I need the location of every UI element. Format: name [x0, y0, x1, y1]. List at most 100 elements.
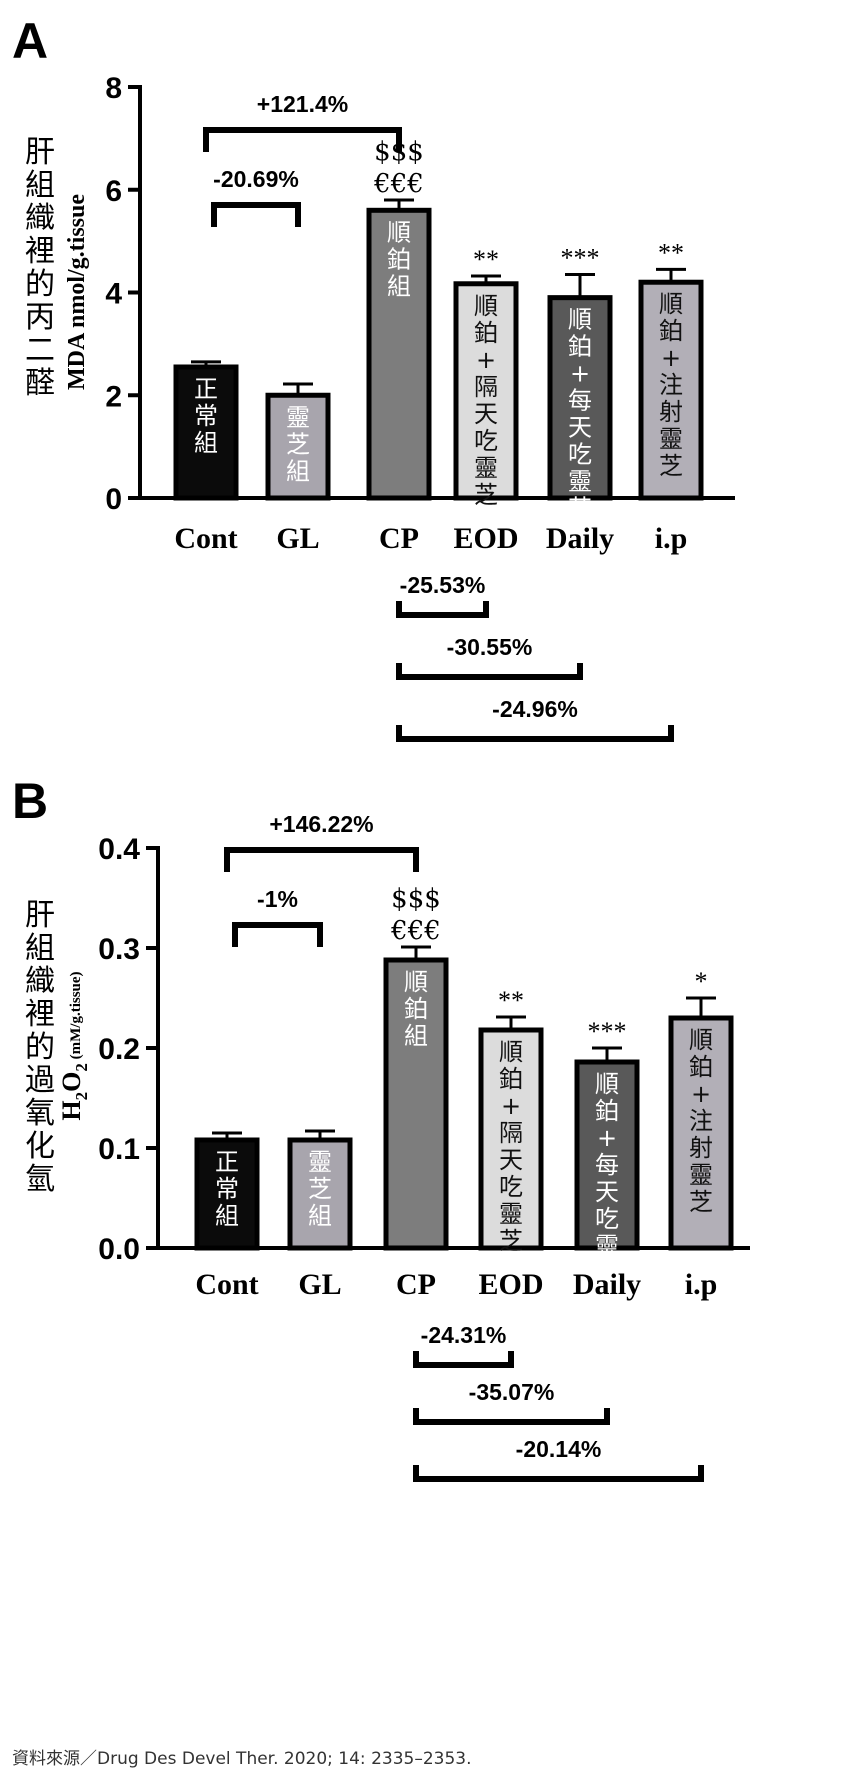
bar-label: 順鉑組	[404, 968, 428, 1050]
bar-label-char: 天	[474, 400, 498, 428]
bar-label-char: 組	[215, 1202, 239, 1230]
y-tick-label: 0	[105, 483, 122, 516]
x-category-label: GL	[276, 522, 319, 555]
x-category-label: GL	[298, 1268, 341, 1301]
y-tick-label: 6	[105, 175, 122, 208]
bar-label-char: 吃	[474, 427, 498, 455]
side-label-char: 二	[25, 333, 55, 368]
bar-label: 順鉑組	[387, 218, 411, 300]
side-label-char: 化	[25, 1129, 55, 1164]
x-category-label: EOD	[453, 522, 518, 555]
side-label-char: 組	[25, 168, 55, 203]
bar-label-char: 正	[215, 1148, 239, 1176]
bar-label-char: 隔	[474, 373, 498, 401]
bar-label-char: 鉑	[474, 319, 498, 347]
y-axis-title-part: O	[57, 1072, 86, 1092]
comparison-label-below: -35.07%	[469, 1379, 555, 1405]
x-category-label: Daily	[573, 1268, 641, 1301]
bar-label-char: 芝	[568, 495, 592, 523]
comparison-label: -20.69%	[213, 166, 299, 192]
bar-label: 正常組	[194, 375, 218, 457]
bar-label-char: 芝	[659, 452, 683, 480]
y-axis-title-part: 2	[72, 1092, 91, 1101]
comparison-bracket-below	[413, 1408, 610, 1425]
y-tick-label: 8	[105, 72, 122, 105]
comparison-label-below: -24.96%	[492, 696, 578, 722]
bar-label-char: 天	[499, 1146, 523, 1174]
y-tick-label: 0.3	[98, 933, 140, 966]
side-label-char: 肝	[25, 898, 55, 933]
bar-label-char: 吃	[499, 1173, 523, 1201]
comparison-label-below: -20.14%	[516, 1436, 602, 1462]
side-label-char: 的	[25, 1030, 55, 1065]
bar-label-char: 順	[404, 968, 428, 996]
bar-label-char: 順	[474, 292, 498, 320]
side-label-char: 織	[25, 201, 55, 236]
y-tick-label: 0.0	[98, 1233, 140, 1266]
bar-label-char: 靈	[568, 468, 592, 496]
significance-label: **	[658, 238, 684, 267]
significance-label: $$$	[391, 884, 441, 914]
comparison-label: +146.22%	[269, 811, 373, 837]
bar-label-char: +	[476, 346, 496, 374]
side-label-char: 的	[25, 267, 55, 302]
bar-label-char: 芝	[286, 430, 310, 458]
side-label-char: 丙	[25, 300, 55, 335]
x-category-label: i.p	[685, 1268, 718, 1301]
bar	[638, 279, 704, 501]
bar	[287, 1137, 353, 1251]
bar-label-char: 靈	[659, 425, 683, 453]
bar-label-char: 順	[499, 1038, 523, 1066]
x-category-label: Cont	[174, 522, 237, 555]
comparison-label: -1%	[257, 886, 298, 912]
comparison-bracket-below	[413, 1465, 704, 1482]
significance-label: **	[498, 986, 524, 1015]
bar	[366, 207, 432, 501]
significance-label-2: €€€	[390, 916, 441, 946]
bar-label-char: 鉑	[404, 995, 428, 1023]
bar-label-char: 順	[387, 218, 411, 246]
bar-label-char: 鉑	[387, 245, 411, 273]
bar-label-char: 每	[568, 387, 592, 415]
bar-label-char: 組	[308, 1202, 332, 1230]
bar-label-char: 組	[404, 1022, 428, 1050]
bar	[383, 957, 449, 1251]
bar-label-char: 常	[194, 402, 218, 430]
bar-label-char: 鉑	[499, 1065, 523, 1093]
bar	[173, 364, 239, 501]
bar-label-char: 天	[595, 1178, 619, 1206]
bar-label-char: 鉑	[568, 333, 592, 361]
comparison-bracket-below	[413, 1351, 514, 1368]
panel-letter: A	[12, 13, 48, 69]
bar-label-char: 組	[194, 429, 218, 457]
bar-label-char: 注	[659, 371, 683, 399]
comparison-label: +121.4%	[257, 91, 348, 117]
bar-label-char: 組	[387, 272, 411, 300]
bar-label-char: +	[597, 1124, 617, 1152]
y-axis-title-part: (mM/g.tissue)	[68, 971, 84, 1063]
bar-label-char: 順	[595, 1070, 619, 1098]
side-label-char: 氧	[25, 1096, 55, 1131]
bar-label-char: 隔	[499, 1119, 523, 1147]
significance-label: ***	[588, 1017, 627, 1046]
y-tick-label: 4	[105, 278, 122, 311]
bar-label-char: 靈	[689, 1161, 713, 1189]
bar-label-char: 靈	[308, 1148, 332, 1176]
bar-label: 靈芝組	[286, 403, 310, 485]
panel-letter: B	[12, 773, 48, 829]
bar-label-char: 常	[215, 1175, 239, 1203]
side-label-char: 過	[25, 1063, 55, 1098]
bar	[265, 392, 331, 501]
bar-label-char: 射	[659, 398, 683, 426]
y-tick-label: 0.1	[98, 1133, 140, 1166]
bar-label-char: 吃	[595, 1205, 619, 1233]
y-axis-title-part: 2	[72, 1063, 91, 1072]
x-category-label: Cont	[195, 1268, 258, 1301]
bar-label-char: +	[501, 1092, 521, 1120]
comparison-bracket-below	[396, 601, 489, 618]
